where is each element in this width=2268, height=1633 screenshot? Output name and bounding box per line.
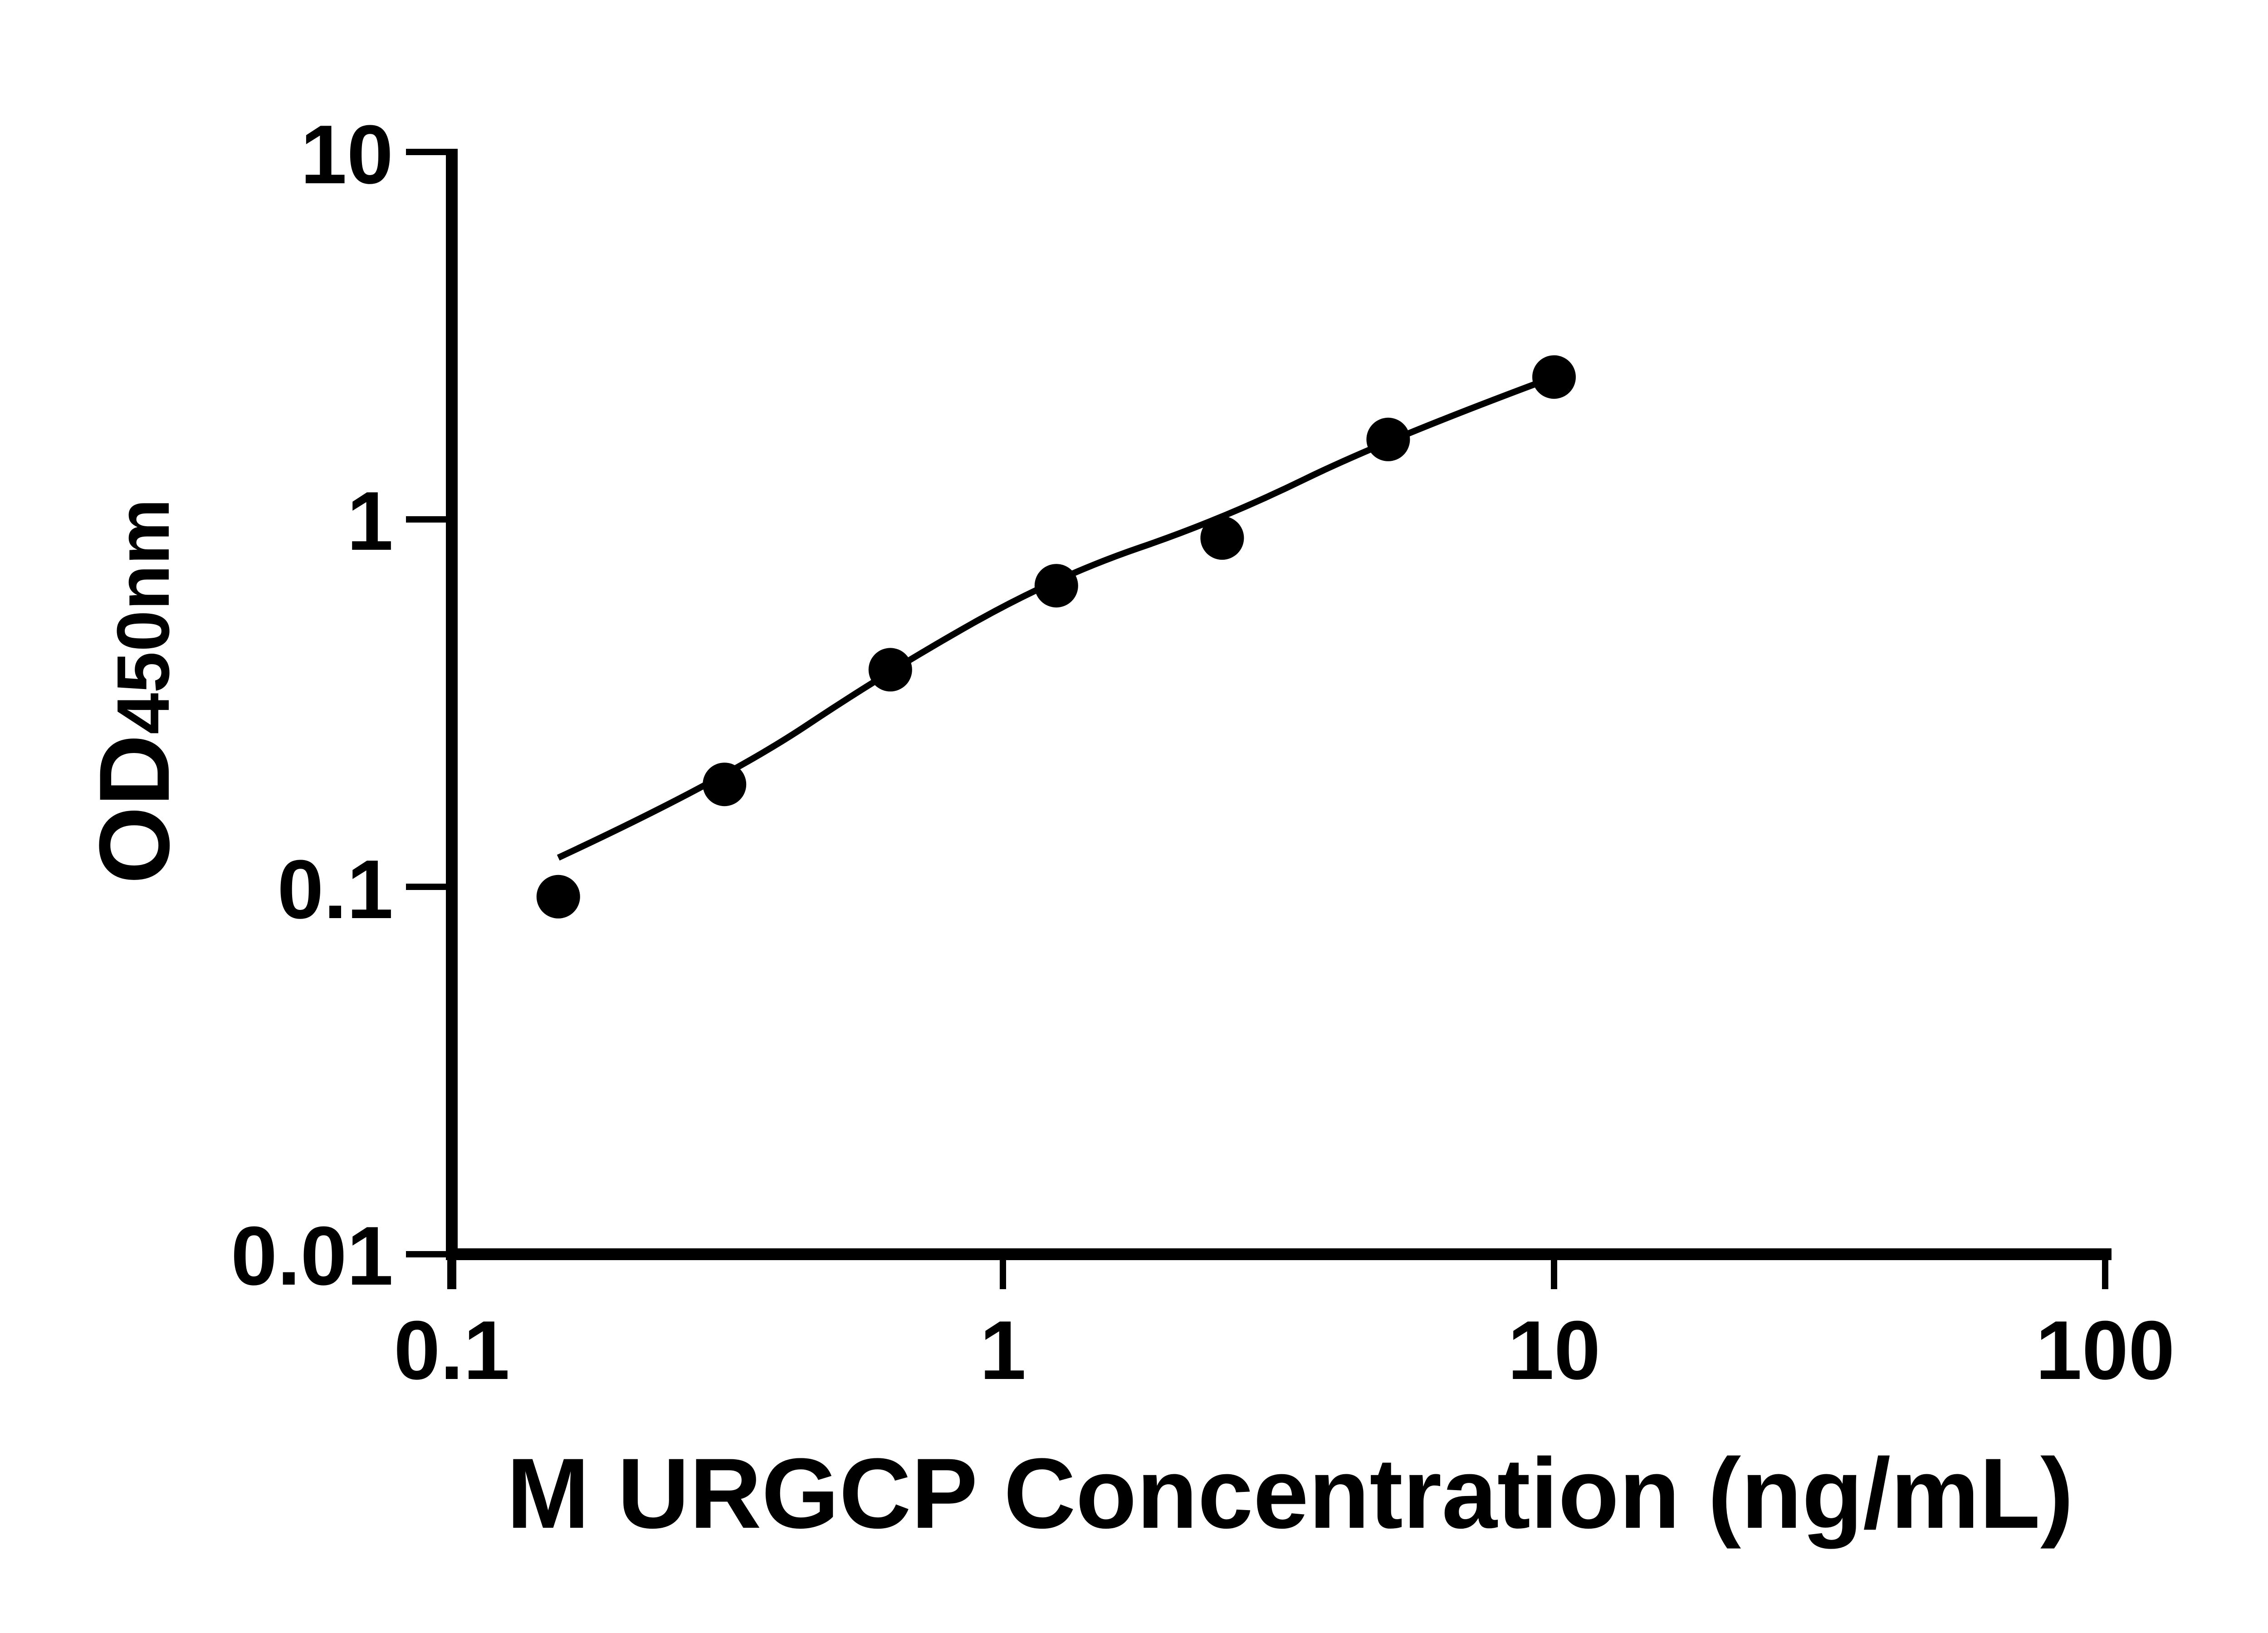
y-tick-label: 0.01 — [230, 1209, 393, 1303]
x-tick-mark — [447, 1260, 456, 1289]
y-axis-title-subscript: 450nm — [102, 499, 185, 734]
y-tick-label: 1 — [347, 474, 393, 568]
x-tick-label: 10 — [1507, 1303, 1601, 1397]
x-tick-label: 0.1 — [394, 1303, 510, 1397]
data-point — [536, 875, 580, 919]
y-tick-mark — [406, 884, 446, 890]
data-point — [1532, 355, 1576, 399]
x-tick-mark — [2102, 1260, 2108, 1289]
data-point — [703, 763, 747, 807]
y-tick-label: 10 — [300, 107, 393, 201]
y-axis-title-main: OD — [78, 734, 191, 884]
data-point — [1200, 516, 1244, 560]
x-axis-title: M URGCP Concentration (ng/mL) — [506, 1437, 2074, 1550]
x-tick-label: 1 — [979, 1303, 1026, 1397]
y-axis-title: OD450nm — [78, 497, 191, 885]
x-tick-label: 100 — [2035, 1303, 2175, 1397]
y-tick-mark — [406, 1251, 446, 1257]
y-tick-mark — [406, 516, 446, 523]
data-point — [1366, 417, 1410, 461]
x-axis-line — [446, 1248, 2112, 1260]
y-axis-line — [446, 149, 458, 1260]
x-tick-mark — [1000, 1260, 1006, 1289]
data-point — [868, 648, 912, 692]
y-tick-mark — [406, 149, 446, 155]
x-tick-mark — [1551, 1260, 1557, 1289]
data-point — [1034, 564, 1078, 608]
y-tick-label: 0.1 — [277, 841, 393, 936]
